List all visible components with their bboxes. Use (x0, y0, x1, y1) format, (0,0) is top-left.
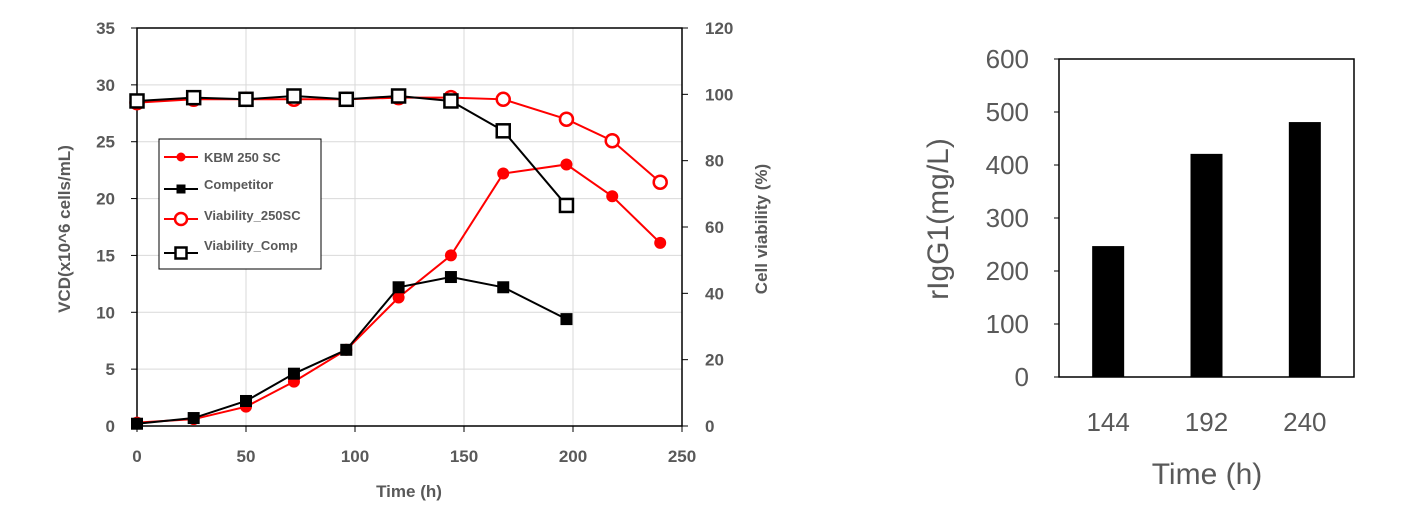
y-tick-label: 0 (1015, 362, 1029, 392)
bar-192 (1190, 153, 1223, 377)
y-axis-ticks: 0 5 10 15 20 25 30 35 (96, 19, 137, 436)
y-tick-label: 25 (96, 133, 115, 152)
x-tick-label: 192 (1185, 407, 1228, 437)
bar-144 (1092, 246, 1125, 377)
legend: KBM 250 SC Competitor Viability_250SC Vi… (158, 138, 322, 270)
data-point (392, 291, 405, 304)
y2-tick-label: 80 (705, 152, 724, 171)
legend-entry-viability-250sc: Viability_250SC (164, 208, 301, 227)
y-tick-label: 300 (986, 203, 1029, 233)
bars (1092, 122, 1321, 377)
data-point (390, 88, 407, 104)
legend-marker-open-circle (173, 211, 189, 227)
data-point (495, 123, 511, 139)
x-axis-ticks: 144 192 240 (1086, 407, 1326, 437)
y2-tick-label: 60 (705, 218, 724, 237)
x-tick-label: 144 (1086, 407, 1129, 437)
y-tick-label: 600 (986, 44, 1029, 74)
series-competitor (131, 271, 573, 430)
y-tick-label: 5 (106, 360, 115, 379)
data-point (558, 111, 575, 127)
data-point (606, 190, 619, 203)
y2-axis-title: Cell viability (%) (752, 164, 771, 294)
data-point (495, 91, 511, 108)
legend-label-viability-comp: Viability_Comp (204, 238, 298, 253)
titer-bar-chart: 0 100 200 300 400 500 600 144 192 240 Time (h) r… (922, 44, 1355, 491)
series-viability-comp (129, 88, 575, 214)
legend-marker-filled-square (176, 184, 186, 194)
x-tick-label: 250 (668, 447, 696, 466)
legend-marker-filled-circle (176, 152, 186, 162)
y-tick-label: 400 (986, 150, 1029, 180)
x-tick-label: 150 (450, 447, 478, 466)
y-axis-title: VCD(x10^6 cells/mL) (55, 145, 74, 313)
legend-label-kbm: KBM 250 SC (204, 150, 281, 165)
y-tick-label: 500 (986, 97, 1029, 127)
legend-marker-open-square (174, 246, 188, 260)
y-axis-title: rIgG1(mg/L) (922, 138, 955, 300)
data-point (240, 394, 252, 407)
data-point (392, 281, 405, 294)
data-point (654, 236, 667, 249)
y-tick-label: 20 (96, 190, 115, 209)
data-point (444, 271, 457, 284)
data-point (238, 91, 254, 108)
data-point (338, 91, 355, 108)
y-tick-label: 10 (96, 303, 115, 322)
legend-entry-competitor: Competitor (164, 177, 273, 194)
bar-240 (1288, 122, 1321, 377)
x-tick-label: 200 (559, 447, 587, 466)
data-point (497, 281, 510, 294)
legend-label-viability-250sc: Viability_250SC (204, 208, 301, 223)
x-axis-title: Time (h) (1152, 458, 1263, 491)
y-tick-label: 100 (986, 309, 1029, 339)
data-point (129, 93, 145, 109)
x-axis-ticks: 0 50 100 150 200 250 (132, 426, 696, 466)
x-tick-label: 0 (132, 447, 141, 466)
data-point (497, 167, 510, 180)
data-point (558, 197, 575, 214)
data-point (131, 417, 143, 430)
y-tick-label: 35 (96, 19, 115, 38)
legend-entry-kbm: KBM 250 SC (164, 150, 281, 165)
data-point (560, 158, 573, 171)
y-tick-label: 15 (96, 246, 115, 265)
data-point (187, 412, 200, 425)
data-series (129, 88, 668, 430)
y2-axis-ticks: 0 20 40 60 80 100 120 (682, 19, 733, 436)
y2-tick-label: 120 (705, 19, 733, 38)
legend-entry-viability-comp: Viability_Comp (164, 238, 298, 260)
y2-tick-label: 20 (705, 351, 724, 370)
x-tick-label: 100 (341, 447, 369, 466)
data-point (444, 249, 457, 262)
y2-tick-label: 100 (705, 85, 733, 104)
x-tick-label: 50 (237, 447, 256, 466)
data-point (287, 367, 300, 380)
y-tick-label: 0 (106, 417, 115, 436)
data-point (604, 133, 620, 149)
y-tick-label: 30 (96, 76, 115, 95)
y-tick-label: 200 (986, 256, 1029, 286)
legend-label-competitor: Competitor (204, 177, 273, 192)
x-axis-title: Time (h) (376, 482, 442, 501)
data-point (652, 174, 668, 190)
data-point (185, 89, 202, 106)
y2-tick-label: 40 (705, 284, 724, 303)
x-tick-label: 240 (1283, 407, 1326, 437)
data-point (443, 93, 459, 109)
data-point (340, 343, 353, 356)
y2-tick-label: 0 (705, 417, 714, 436)
growth-viability-chart: 0 50 100 150 200 250 0 5 10 15 20 25 30 35 0 20 40 60 80… (55, 19, 771, 501)
y-axis-ticks: 0 100 200 300 400 500 600 (986, 44, 1059, 392)
data-point (560, 313, 573, 326)
data-point (286, 88, 302, 104)
